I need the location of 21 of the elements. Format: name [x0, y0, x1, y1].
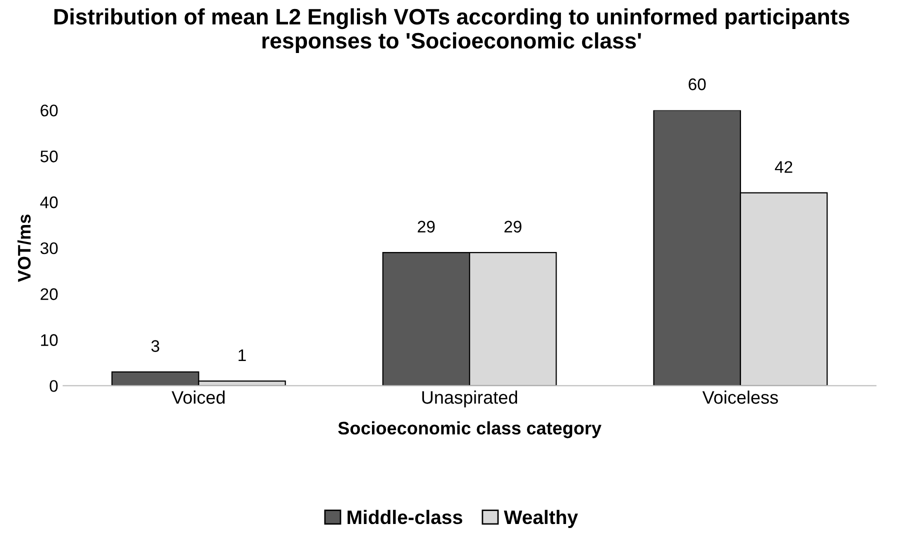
y-tick-label: 10 [41, 334, 58, 346]
data-label: 1 [238, 350, 246, 361]
legend-label: Wealthy [504, 510, 578, 528]
y-tick-label: 30 [40, 242, 58, 254]
y-tick-label: 20 [40, 288, 58, 300]
y-tick-label: 0 [50, 380, 58, 392]
y-tick-label: 40 [40, 196, 58, 208]
x-axis-title: Socioeconomic class category [338, 421, 602, 438]
data-label: 3 [151, 340, 160, 352]
data-label: 29 [504, 220, 522, 233]
chart-title: Distribution of mean L2 English VOTs according to uninformed participants responses to 'Socioeconomic class' [54, 8, 850, 54]
x-tick-label: Voiceless [702, 390, 778, 404]
legend-label: Middle-class [348, 510, 462, 524]
data-label: 42 [774, 161, 792, 173]
y-tick-label: 60 [40, 104, 58, 116]
x-tick-label: Unaspirated [422, 390, 518, 408]
y-tick-label: 50 [40, 150, 58, 162]
data-label: 29 [418, 220, 435, 233]
x-tick-label: Voiced [172, 390, 225, 404]
y-axis-title: VOT/ms [17, 214, 31, 282]
data-label: 60 [688, 78, 706, 90]
